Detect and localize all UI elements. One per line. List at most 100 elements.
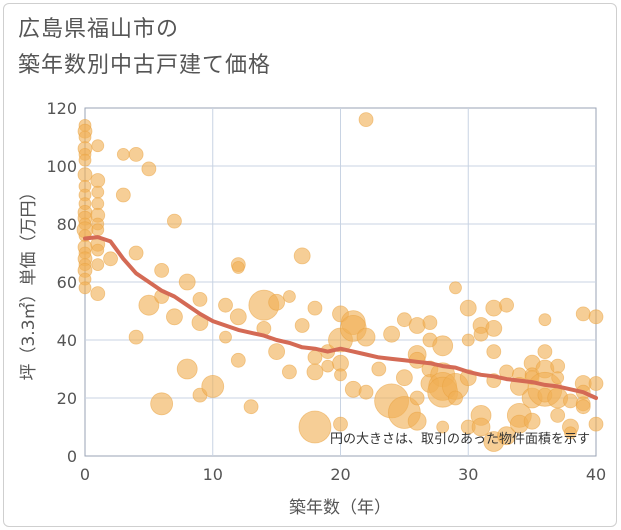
data-point-103 <box>436 420 450 434</box>
data-point-122 <box>497 426 516 446</box>
y-tick-label-0: 0 <box>67 447 77 466</box>
data-point-82 <box>356 327 376 347</box>
data-point-2 <box>78 130 92 144</box>
x-axis-ticks: 0 10 20 30 40 <box>80 465 606 484</box>
x-tick-label-3: 30 <box>458 465 478 484</box>
data-point-106 <box>448 390 463 406</box>
data-point-70 <box>298 410 332 444</box>
size-annotation: 円の大きさは、取引のあった物件面積を示す <box>330 432 590 447</box>
data-point-43 <box>150 392 174 416</box>
data-point-80 <box>344 380 362 398</box>
data-point-24 <box>91 185 105 199</box>
data-point-57 <box>230 352 246 368</box>
data-point-104 <box>449 281 462 295</box>
data-point-149 <box>588 309 604 325</box>
y-tick-label-6: 120 <box>46 99 77 118</box>
data-point-77 <box>333 416 348 432</box>
data-point-41 <box>154 262 170 278</box>
data-point-67 <box>307 300 323 316</box>
data-point-95 <box>422 315 438 331</box>
y-tick-label-2: 40 <box>57 331 77 350</box>
data-point-88 <box>395 369 413 387</box>
data-point-114 <box>471 417 491 437</box>
x-tick-label-1: 10 <box>203 465 223 484</box>
data-point-81 <box>358 112 374 127</box>
data-point-38 <box>128 329 144 345</box>
data-point-30 <box>91 243 105 257</box>
x-axis-label: 築年数（年） <box>289 498 391 518</box>
data-point-31 <box>91 258 105 272</box>
chart-title-line-1: 広島県福山市の <box>18 17 180 42</box>
data-point-108 <box>461 333 475 347</box>
data-point-36 <box>128 146 144 162</box>
data-point-21 <box>78 281 92 295</box>
y-axis-label: 坪（3.3㎡）単価（万円） <box>19 183 39 380</box>
data-point-46 <box>178 273 196 291</box>
data-point-84 <box>371 361 387 377</box>
data-point-94 <box>407 411 427 431</box>
chart-title: 広島県福山市の 築年数別中古戸建て価格 <box>18 12 271 84</box>
data-point-25 <box>91 197 105 211</box>
data-point-34 <box>116 147 130 161</box>
chart-title-line-2: 築年数別中古戸建て価格 <box>18 53 272 78</box>
data-point-33 <box>103 251 118 267</box>
data-point-58 <box>243 399 259 415</box>
data-point-150 <box>588 376 604 391</box>
data-point-63 <box>282 290 296 303</box>
data-point-39 <box>141 161 157 177</box>
data-point-37 <box>128 245 144 261</box>
data-point-144 <box>575 306 591 322</box>
data-point-61 <box>268 293 286 311</box>
data-point-83 <box>358 384 374 400</box>
y-tick-label-5: 100 <box>46 157 77 176</box>
data-point-64 <box>281 364 297 380</box>
data-point-66 <box>294 318 310 333</box>
data-point-5 <box>78 153 92 167</box>
data-point-131 <box>523 412 541 430</box>
trend-line <box>83 235 598 400</box>
data-point-99 <box>432 335 454 357</box>
data-point-115 <box>485 299 503 317</box>
data-point-40 <box>138 294 160 316</box>
data-point-143 <box>564 426 577 440</box>
y-axis-ticks: 0 20 40 60 80 100 120 <box>46 99 77 466</box>
data-points <box>76 112 604 452</box>
x-tick-label-4: 40 <box>586 465 606 484</box>
data-point-44 <box>167 213 182 229</box>
data-point-65 <box>293 247 311 265</box>
data-point-132 <box>538 313 552 327</box>
data-point-148 <box>575 399 591 415</box>
data-point-116 <box>485 319 503 337</box>
y-tick-label-1: 20 <box>57 389 77 408</box>
data-point-72 <box>321 359 335 373</box>
data-point-140 <box>550 407 566 423</box>
data-point-48 <box>192 291 208 307</box>
data-point-120 <box>499 297 514 313</box>
data-point-69 <box>306 363 324 381</box>
grid-lines <box>85 108 596 456</box>
data-point-35 <box>115 187 131 203</box>
data-point-6 <box>77 167 93 183</box>
data-point-56 <box>229 308 247 326</box>
data-point-51 <box>201 374 225 398</box>
data-point-141 <box>563 393 578 409</box>
data-point-62 <box>268 343 286 361</box>
data-point-138 <box>551 371 565 385</box>
data-point-52 <box>218 297 233 313</box>
data-point-93 <box>409 390 425 406</box>
x-tick-label-2: 20 <box>330 465 350 484</box>
y-tick-label-4: 80 <box>57 215 77 234</box>
data-point-23 <box>90 173 106 188</box>
data-point-32 <box>90 286 106 302</box>
data-point-90 <box>408 317 426 334</box>
data-point-85 <box>383 325 401 343</box>
data-point-45 <box>166 308 183 326</box>
data-point-55 <box>231 261 245 274</box>
data-point-68 <box>307 349 323 365</box>
data-point-151 <box>588 416 604 432</box>
data-point-53 <box>219 330 232 344</box>
data-point-47 <box>176 358 198 380</box>
data-point-117 <box>486 344 502 360</box>
y-tick-label-3: 60 <box>57 273 77 292</box>
